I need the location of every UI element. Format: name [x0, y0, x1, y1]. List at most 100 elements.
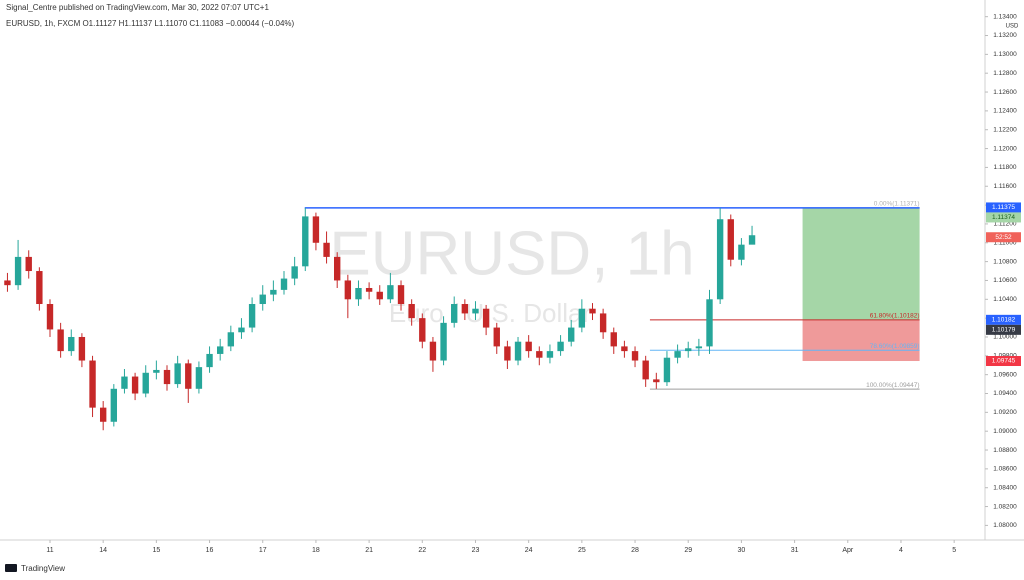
currency: USD	[1006, 24, 1019, 30]
countdown-label: 52:52	[995, 234, 1012, 241]
publisher: Signal_Centre published on TradingView.c…	[6, 3, 269, 12]
candle-body	[493, 327, 500, 347]
candle-body	[57, 329, 64, 352]
fib-label: 100.00%(1.09447)	[866, 382, 920, 389]
candle-body	[36, 271, 43, 305]
candle-body	[270, 289, 277, 295]
candle-body	[121, 376, 128, 389]
y-tick-label: 1.12800	[993, 70, 1017, 77]
x-tick-label: 24	[525, 547, 533, 554]
y-tick-label: 1.11600	[993, 183, 1016, 190]
candle-body	[525, 341, 532, 352]
x-tick-label: 14	[99, 547, 107, 554]
candle-body	[738, 244, 745, 260]
y-tick-label: 1.08600	[993, 466, 1017, 473]
candle-body	[25, 256, 32, 272]
profit-zone	[802, 207, 920, 320]
y-tick-label: 1.10400	[993, 296, 1017, 303]
logo	[5, 564, 17, 572]
y-tick-label: 1.10600	[993, 277, 1017, 284]
candle-body	[131, 376, 139, 394]
candle-body	[46, 304, 54, 330]
candle-body	[419, 318, 426, 342]
y-tick-label: 1.13400	[993, 13, 1017, 20]
x-tick-label: 15	[152, 547, 160, 554]
price-tag-label: 1.11374	[992, 214, 1015, 221]
x-tick-label: 11	[46, 547, 53, 554]
fib-label: 61.80%(1.10182)	[870, 313, 920, 320]
y-tick-label: 1.09000	[993, 428, 1017, 435]
x-tick-label: 25	[578, 547, 586, 554]
footer: TradingView	[21, 564, 65, 573]
candle-body	[206, 353, 213, 368]
candle-body	[291, 266, 298, 279]
candle-body	[568, 327, 575, 342]
candle-body	[334, 256, 341, 281]
x-tick-label: 21	[365, 547, 373, 554]
candle-body	[68, 336, 75, 352]
candle-body	[599, 313, 607, 333]
candle-body	[387, 285, 394, 300]
x-tick-label: 30	[738, 547, 746, 554]
loss-zone	[802, 319, 920, 362]
candle-body	[78, 336, 86, 361]
candle-body	[110, 388, 118, 422]
candle-body	[99, 407, 107, 422]
x-tick-label: 31	[791, 547, 799, 554]
candle-body	[557, 341, 564, 352]
x-tick-label: 29	[684, 547, 692, 554]
candle-body	[174, 363, 181, 385]
y-tick-label: 1.10000	[993, 334, 1017, 341]
y-tick-label: 1.08200	[993, 503, 1017, 510]
y-tick-label: 1.09400	[993, 390, 1017, 397]
fib-label: 78.60%(1.09859)	[870, 343, 920, 350]
price-tag	[986, 202, 1021, 213]
candle-body	[706, 299, 713, 347]
candle-body	[578, 308, 586, 328]
candle-body	[238, 327, 245, 333]
x-tick-label: 22	[418, 547, 426, 554]
y-tick-label: 1.11000	[993, 239, 1016, 246]
candle-body	[451, 304, 458, 323]
candle-body	[195, 367, 203, 389]
candle-body	[163, 369, 171, 385]
price-tag-label: 1.11375	[992, 204, 1015, 211]
x-tick-label: 4	[899, 547, 903, 554]
candle-body	[142, 372, 149, 394]
candle-body	[312, 216, 320, 243]
x-tick-label: 18	[312, 547, 320, 554]
y-tick-label: 1.12200	[993, 126, 1017, 133]
candle-body	[227, 332, 235, 347]
candle-body	[89, 360, 96, 408]
candle-body	[280, 278, 288, 290]
candle-body	[440, 322, 447, 361]
x-tick-label: 16	[206, 547, 214, 554]
y-tick-label: 1.09200	[993, 409, 1017, 416]
candle-body	[653, 379, 660, 383]
candle-body	[589, 308, 596, 314]
candle-body	[14, 256, 22, 286]
y-tick-label: 1.12600	[993, 89, 1017, 96]
y-tick-label: 1.12000	[993, 145, 1017, 152]
candle-body	[429, 341, 437, 361]
candle-body	[621, 346, 628, 352]
x-tick-label: 23	[472, 547, 480, 554]
price-tag-label: 1.10182	[992, 317, 1016, 324]
y-tick-label: 1.09600	[993, 371, 1017, 378]
watermark: EURUSD, 1h	[329, 219, 694, 288]
price-tag-label: 1.09745	[992, 358, 1016, 365]
x-tick-label: Apr	[842, 547, 854, 554]
candle-body	[323, 242, 330, 257]
price-tag	[986, 314, 1021, 325]
candle-body	[504, 346, 511, 361]
candle-body	[631, 351, 639, 361]
candle-body	[514, 341, 522, 361]
candle-body	[536, 351, 543, 358]
y-tick-label: 1.13000	[993, 51, 1017, 58]
candle-body	[695, 346, 703, 349]
candle-body	[408, 304, 415, 319]
candle-body	[663, 357, 671, 383]
candle-body	[302, 216, 309, 267]
candle-body	[259, 294, 266, 305]
